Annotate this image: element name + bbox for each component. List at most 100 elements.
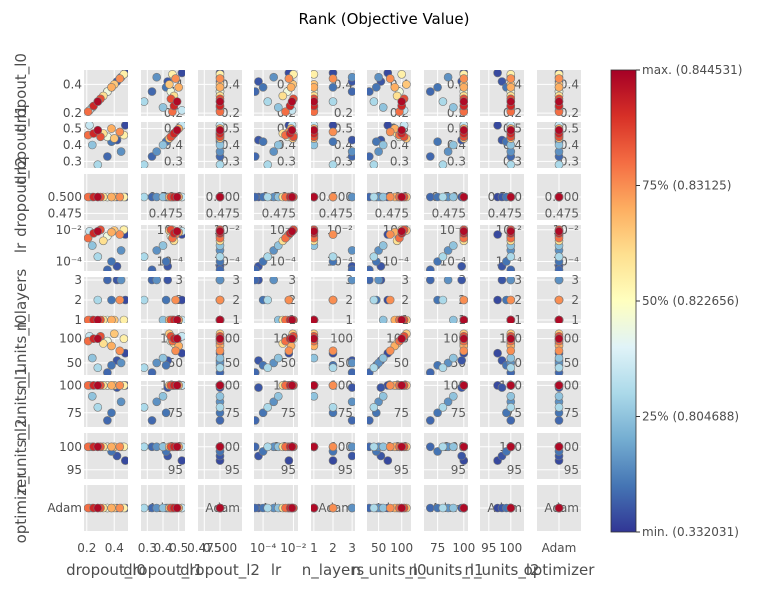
y-tick-label: 95 (225, 463, 240, 477)
trial-point (215, 295, 225, 305)
trial-point (385, 192, 395, 202)
trial-point (93, 125, 103, 135)
panel-points (554, 70, 564, 116)
y-tick-label: 0.500 (48, 190, 82, 204)
trial-point (425, 416, 435, 425)
panel-dropout_l1-vs-n_layers: 123 (141, 273, 185, 327)
trial-point (161, 408, 171, 418)
trial-point (385, 346, 395, 356)
y-tick-label: 75 (168, 406, 183, 420)
x-axis-label-n_units_l2: n_units_l2 (464, 561, 539, 580)
trial-point (459, 192, 468, 202)
y-tick-label: 95 (394, 463, 409, 477)
panel-points (254, 329, 298, 375)
panel-dropout_l0-vs-n_units_l0: 50 100 (59, 329, 128, 375)
trial-point (369, 97, 379, 106)
trial-point (107, 360, 116, 370)
panel-points (254, 70, 298, 116)
trial-point (161, 360, 171, 370)
trial-point (554, 192, 564, 202)
panel-points (425, 122, 468, 168)
y-tick-label: 0.4 (560, 77, 579, 91)
panel-points (554, 329, 564, 375)
panel-n_units_l2-vs-dropout_l1: 0.30.40.5 (480, 122, 524, 168)
y-tick-label: 0.4 (63, 138, 82, 152)
y-tick-label: 0.5 (334, 122, 353, 136)
panel-points (493, 329, 516, 375)
y-tick-label: 100 (330, 332, 353, 346)
trial-point (506, 346, 516, 356)
trial-point (459, 334, 468, 343)
trial-point (269, 397, 279, 407)
trial-point (99, 236, 108, 246)
y-tick-label: 0.3 (447, 154, 466, 168)
x-axis-label-n_layers: n_layers (302, 561, 365, 580)
trial-point (554, 402, 564, 412)
trial-point (369, 160, 379, 168)
colorbar-min-label: min. (0.332031) (642, 525, 739, 539)
trial-point (88, 391, 97, 401)
trial-point (397, 442, 407, 452)
y-tick-label: 50 (67, 356, 82, 370)
x-tick-label: 10⁻² (280, 541, 307, 555)
trial-point (172, 381, 182, 390)
trial-point (287, 442, 297, 452)
trial-point (385, 503, 395, 513)
trial-point (165, 80, 174, 89)
y-tick-label: 0.475 (319, 206, 353, 220)
trial-point (263, 192, 273, 202)
panel-points (554, 503, 564, 513)
trial-point (215, 83, 225, 92)
panel-points (215, 225, 225, 271)
y-tick-label: 0.3 (560, 154, 579, 168)
y-tick-label: 2 (345, 293, 353, 307)
x-tick-label: 10⁻⁴ (250, 541, 277, 555)
trial-point (457, 356, 467, 365)
trial-point (426, 368, 435, 375)
trial-point (103, 265, 112, 271)
trial-point (254, 368, 260, 375)
trial-point (554, 442, 564, 452)
trial-point (147, 265, 157, 271)
trial-point (287, 334, 297, 344)
trial-point (311, 70, 319, 79)
trial-point (158, 140, 168, 150)
trial-point (459, 295, 468, 305)
panel-background (480, 329, 524, 375)
panel-points (84, 442, 128, 465)
y-tick-label: 3 (175, 273, 183, 287)
trial-point (347, 277, 355, 285)
trial-point (311, 442, 319, 452)
trial-point (152, 147, 161, 156)
trial-point (328, 127, 338, 137)
colorbar-gradient (610, 69, 637, 533)
trial-point (311, 392, 319, 401)
trial-point (554, 252, 564, 262)
trial-point (311, 315, 319, 323)
x-tick-label: 3 (348, 541, 356, 555)
trial-point (328, 83, 338, 92)
panel-points (311, 381, 355, 425)
trial-point (254, 152, 260, 161)
panel-points (141, 329, 185, 375)
trial-point (147, 368, 157, 375)
trial-point (311, 353, 319, 363)
y-tick-label: 100 (59, 440, 82, 454)
panel-points (215, 277, 225, 323)
panel-points (367, 277, 411, 323)
trial-point (107, 124, 116, 133)
trial-point (103, 416, 112, 425)
trial-point (378, 391, 388, 401)
trial-point (459, 503, 468, 513)
trial-point (141, 192, 149, 202)
y-tick-label: 0.2 (63, 106, 82, 120)
trial-point (367, 265, 374, 271)
trial-point (121, 122, 128, 130)
trial-point (371, 83, 381, 92)
trial-point (215, 442, 225, 452)
trial-point (448, 391, 458, 401)
panel-points (311, 70, 355, 116)
